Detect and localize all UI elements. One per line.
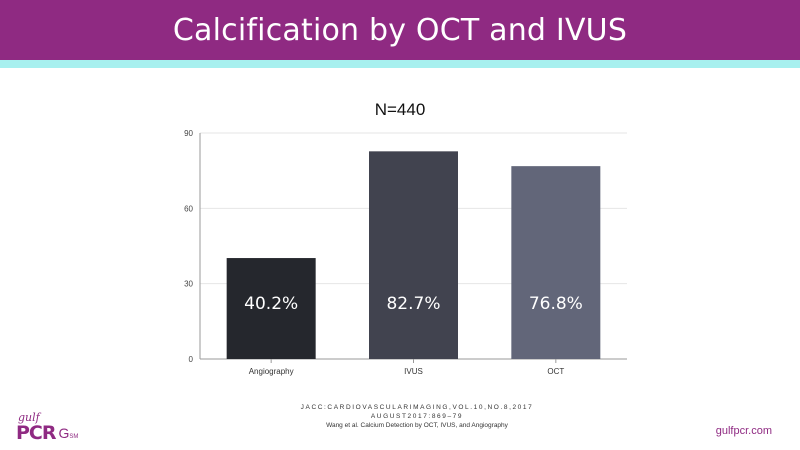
logo-gulf-text: gulf — [18, 411, 40, 424]
citation-line-1: JACC:CARDIOVASCULARIMAGING,VOL.10,NO.8,2… — [300, 404, 534, 411]
y-tick-label: 0 — [189, 355, 194, 364]
x-tick-label: OCT — [547, 367, 564, 376]
bar-angiography — [226, 258, 316, 359]
data-label: 40.2% — [244, 294, 298, 314]
bar-ivus — [369, 151, 458, 359]
x-tick-label: IVUS — [404, 367, 423, 376]
data-label: 76.8% — [529, 294, 583, 314]
y-tick-label: 30 — [184, 280, 193, 289]
data-label: 82.7% — [386, 294, 440, 314]
x-tick-label: Angiography — [249, 367, 294, 376]
logo-pcr-text: PCR — [16, 422, 56, 444]
y-tick-label: 60 — [184, 204, 193, 213]
citation-line-2: AUGUST2017:869–79 — [370, 413, 464, 420]
logo-mark-icon: GSM — [59, 425, 79, 441]
slide-title: Calcification by OCT and IVUS — [172, 12, 628, 48]
site-url: gulfpcr.com — [715, 425, 772, 437]
chart-title: N=440 — [374, 100, 426, 119]
citation-line-3: Wang et al. Calcium Detection by OCT, IV… — [326, 422, 508, 429]
logo-sup: SM — [69, 434, 79, 440]
gulfpcr-logo: gulf PCR GSM — [16, 412, 78, 444]
bar-oct — [511, 166, 601, 359]
accent-stripe — [0, 60, 800, 68]
logo-mark: G — [58, 425, 70, 441]
citation: JACC:CARDIOVASCULARIMAGING,VOL.10,NO.8,2… — [0, 403, 800, 430]
y-tick-label: 90 — [184, 129, 193, 138]
title-banner: Calcification by OCT and IVUS — [0, 0, 800, 60]
